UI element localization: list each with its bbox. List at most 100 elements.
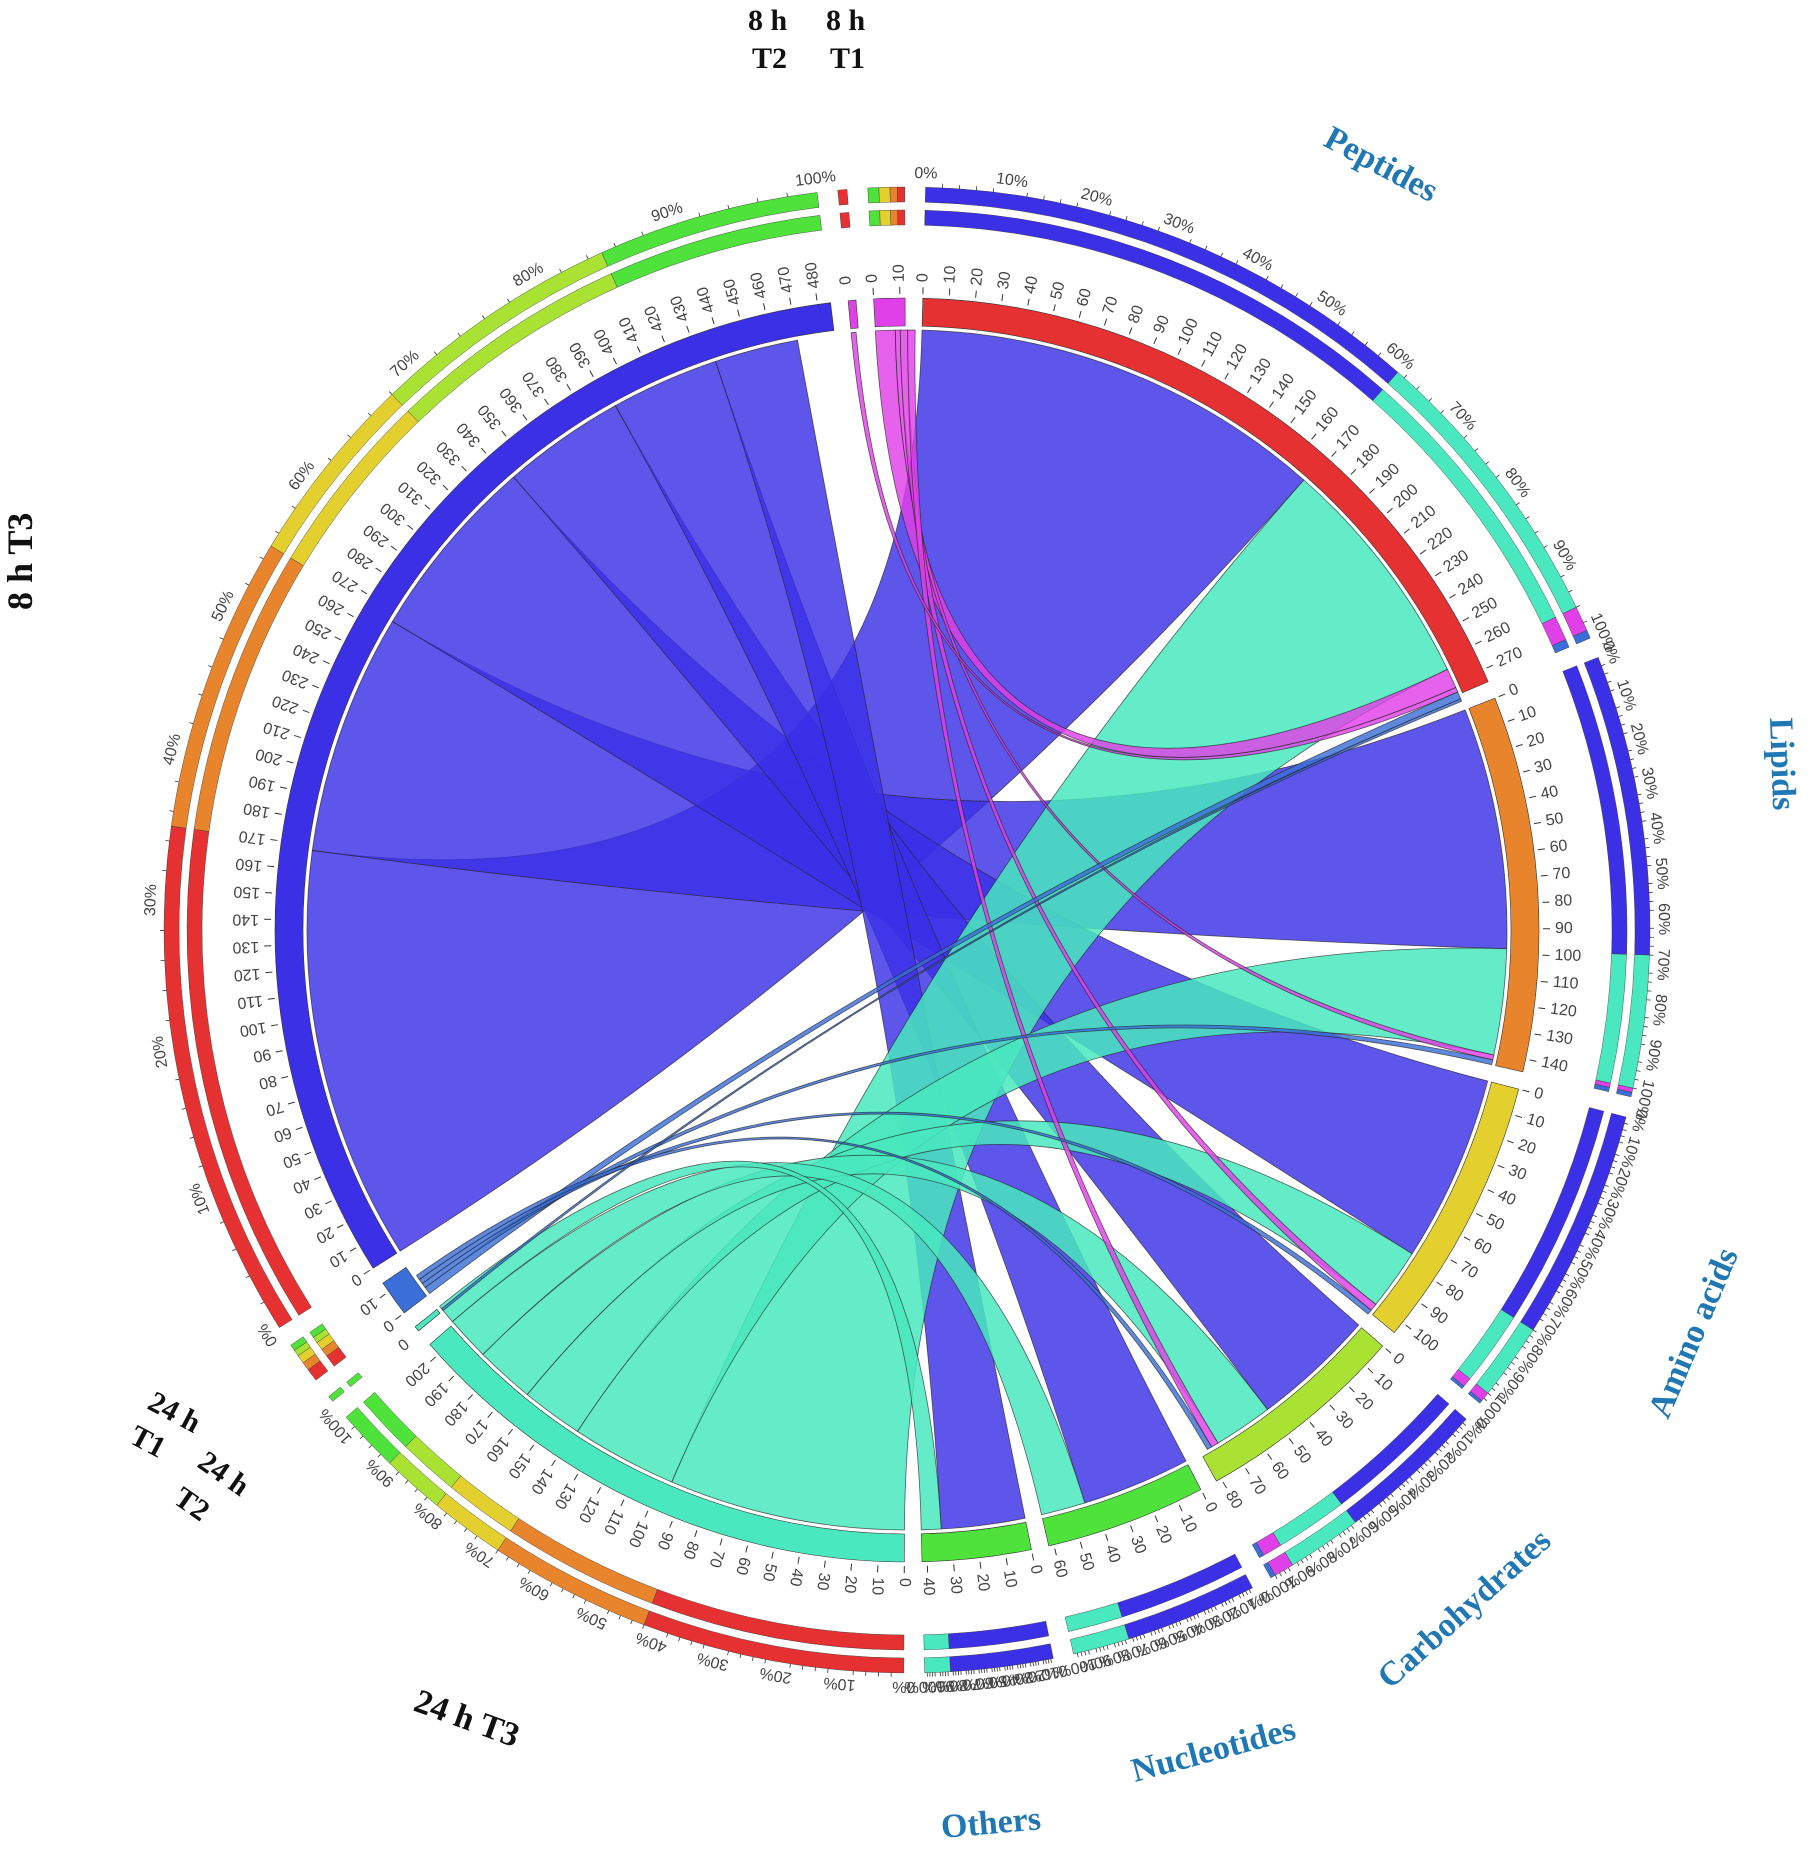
pct-minor-tick-nucleotides-2-2 <box>1211 1608 1213 1612</box>
pct-minor-tick-others-0-1 <box>1051 1659 1052 1663</box>
pct-minor-tick-peptides-5-3 <box>1365 342 1367 345</box>
pct-minor-tick-8-h-t3-6-4 <box>389 392 392 395</box>
pct-minor-tick-carbohydrates-2-4 <box>1417 1470 1420 1473</box>
pct-minor-tick-peptides-3-1 <box>1190 239 1192 243</box>
pct-minor-tick-amino-acids-5-2 <box>1563 1280 1567 1282</box>
pct-minor-tick-nucleotides-9-4 <box>1077 1653 1078 1657</box>
tick-label-lipids-100: 100 <box>1554 947 1581 965</box>
tick-carbohydrates-60 <box>1268 1454 1272 1460</box>
tick-label-24-h-t3-100: 100 <box>625 1518 651 1549</box>
tick-8-h-t3-330 <box>462 466 467 471</box>
tick-8-h-t3-470 <box>790 298 791 305</box>
pct-minor-tick-carbohydrates-8-1 <box>1310 1554 1312 1557</box>
tick-label-8-h-t3-220: 220 <box>270 692 301 717</box>
tick-label-others-0: 0 <box>1027 1564 1045 1576</box>
pct-minor-tick-8-h-t3-8-3 <box>614 243 616 247</box>
pct-minor-tick-peptides-1-1 <box>1027 193 1028 197</box>
pct-minor-tick-peptides-8-4 <box>1544 545 1547 547</box>
tick-label-8-h-t3-170: 170 <box>238 827 267 848</box>
pct-minor-tick-24-h-t3-4-4 <box>607 1611 609 1615</box>
pct-minor-tick-24-h-t3-9-4 <box>351 1427 354 1430</box>
pct-minor-tick-amino-acids-9-2 <box>1492 1388 1495 1390</box>
pct-minor-tick-24-h-t3-2-1 <box>765 1659 766 1663</box>
tick-label-8-h-t3-60: 60 <box>271 1123 293 1145</box>
pct-minor-tick-8-h-t3-7-3 <box>482 315 484 318</box>
tick-24-h-t1-10 <box>380 1294 386 1298</box>
composition-outer-others-1 <box>924 1657 950 1673</box>
tick-label-8-h-t3-270: 270 <box>329 567 361 596</box>
pct-minor-tick-peptides-9-3 <box>1576 605 1580 607</box>
tick-label-peptides-90: 90 <box>1151 313 1174 336</box>
pct-minor-tick-24-h-t3-3-3 <box>679 1637 680 1641</box>
tick-8-h-t3-270 <box>361 590 367 594</box>
tick-label-carbohydrates-50: 50 <box>1290 1443 1314 1468</box>
tick-carbohydrates-80 <box>1223 1482 1226 1488</box>
composition-outer-8-h-t1-0 <box>868 188 880 203</box>
tick-8-h-t3-240 <box>323 661 329 664</box>
tick-peptides-270 <box>1487 665 1493 668</box>
pct-minor-tick-24-h-t3-6-4 <box>496 1550 498 1553</box>
pct-label-amino-acids-20: 20% <box>1606 1166 1633 1202</box>
tick-8-h-t3-300 <box>407 525 412 529</box>
pct-minor-tick-8-h-t3-3-3 <box>170 811 174 812</box>
tick-label-8-h-t3-200: 200 <box>254 745 284 768</box>
pct-minor-tick-lipids-8-3 <box>1643 1035 1647 1036</box>
tick-label-nucleotides-30: 30 <box>1127 1534 1149 1557</box>
pct-label-8-h-t3-20: 20% <box>149 1035 171 1069</box>
tick-24-h-t3-60 <box>746 1546 748 1553</box>
pct-minor-tick-24-h-t3-3-4 <box>667 1633 668 1637</box>
composition-outer-8-h-t1-3 <box>897 187 904 202</box>
pct-minor-tick-24-h-t3-5-4 <box>550 1583 552 1587</box>
tick-label-others-10: 10 <box>1000 1569 1020 1589</box>
tick-carbohydrates-0 <box>1386 1349 1391 1354</box>
tick-label-8-h-t3-340: 340 <box>454 419 484 450</box>
tick-label-8-h-t3-290: 290 <box>360 521 392 551</box>
composition-outer-8-h-t1-1 <box>879 187 890 202</box>
pct-minor-tick-amino-acids-8-3 <box>1508 1367 1511 1369</box>
tick-lipids-30 <box>1523 770 1530 772</box>
tick-label-8-h-t3-310: 310 <box>395 477 426 507</box>
tick-label-24-h-t3-160: 160 <box>482 1433 512 1465</box>
tick-24-h-t3-80 <box>695 1530 697 1537</box>
pct-label-lipids-50: 50% <box>1652 857 1671 890</box>
pct-minor-tick-peptides-9-2 <box>1569 590 1573 592</box>
tick-label-24-h-t3-120: 120 <box>575 1494 603 1526</box>
pct-minor-tick-amino-acids-6-3 <box>1543 1313 1546 1315</box>
pct-minor-tick-carbohydrates-5-3 <box>1363 1516 1365 1519</box>
pct-minor-tick-lipids-3-2 <box>1639 803 1643 804</box>
tick-peptides-130 <box>1247 387 1251 393</box>
pct-minor-tick-nucleotides-2-4 <box>1204 1611 1206 1615</box>
tick-24-h-t3-30 <box>824 1561 825 1568</box>
pct-label-lipids-0: 0% <box>1599 639 1623 667</box>
pct-minor-tick-amino-acids-8-2 <box>1511 1362 1514 1364</box>
pct-minor-tick-others-2-1 <box>1025 1664 1026 1668</box>
pct-minor-tick-nucleotides-6-4 <box>1133 1638 1134 1642</box>
tick-label-peptides-80: 80 <box>1125 303 1147 326</box>
pct-label-lipids-60: 60% <box>1655 903 1672 935</box>
tick-label-8-h-t3-360: 360 <box>497 384 527 416</box>
tick-label-8-h-t3-450: 450 <box>721 277 744 307</box>
tick-nucleotides-40 <box>1106 1534 1108 1541</box>
tick-label-lipids-10: 10 <box>1516 703 1538 725</box>
tick-others-30 <box>954 1564 955 1571</box>
pct-minor-tick-amino-acids-7-1 <box>1533 1330 1536 1332</box>
pct-minor-tick-others-3-2 <box>1010 1666 1011 1670</box>
pct-minor-tick-24-h-t3-6-3 <box>506 1557 508 1560</box>
tick-label-lipids-40: 40 <box>1539 783 1560 803</box>
tick-label-nucleotides-20: 20 <box>1152 1523 1175 1546</box>
pct-minor-tick-8-h-t3-6-3 <box>368 413 371 416</box>
tick-lipids-130 <box>1534 1034 1541 1035</box>
tick-peptides-230 <box>1435 572 1441 576</box>
pct-minor-tick-amino-acids-4-2 <box>1577 1251 1581 1253</box>
pct-minor-tick-carbohydrates-1-1 <box>1446 1442 1449 1445</box>
tick-peptides-260 <box>1475 641 1481 644</box>
pct-minor-tick-carbohydrates-3-2 <box>1406 1480 1409 1483</box>
pct-minor-tick-nucleotides-1-3 <box>1225 1601 1227 1605</box>
tick-8-h-t3-310 <box>425 505 430 510</box>
tick-label-amino-acids-20: 20 <box>1516 1136 1539 1158</box>
tick-peptides-160 <box>1312 434 1316 439</box>
tick-8-h-t3-360 <box>523 414 527 420</box>
tick-8-h-t3-170 <box>270 839 277 840</box>
tick-8-h-t3-390 <box>590 371 593 377</box>
tick-8-h-t3-250 <box>335 637 341 640</box>
